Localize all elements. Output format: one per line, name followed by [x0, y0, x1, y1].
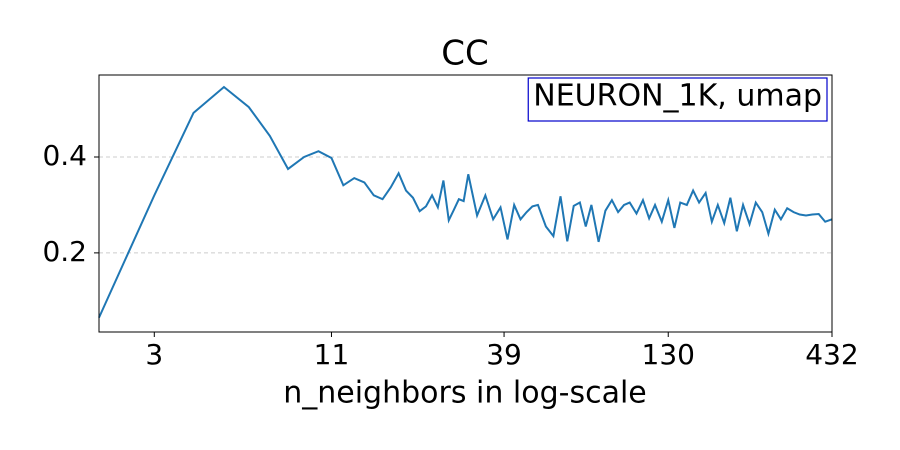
x-tick-label: 39	[486, 338, 522, 371]
x-axis-label: n_neighbors in log-scale	[283, 376, 647, 411]
x-tick-label: 130	[642, 338, 695, 371]
data-line	[98, 85, 833, 319]
x-tick-label: 11	[314, 338, 350, 371]
y-tick-label: 0.2	[42, 235, 87, 268]
chart-title: CC	[441, 34, 488, 74]
plot-frame	[98, 74, 833, 333]
y-tick-label: 0.4	[42, 139, 87, 172]
annotation: NEURON_1K, umap	[533, 79, 822, 114]
annotation-box	[527, 77, 828, 122]
x-tick-label: 432	[805, 338, 858, 371]
x-tick-label: 3	[145, 338, 163, 371]
